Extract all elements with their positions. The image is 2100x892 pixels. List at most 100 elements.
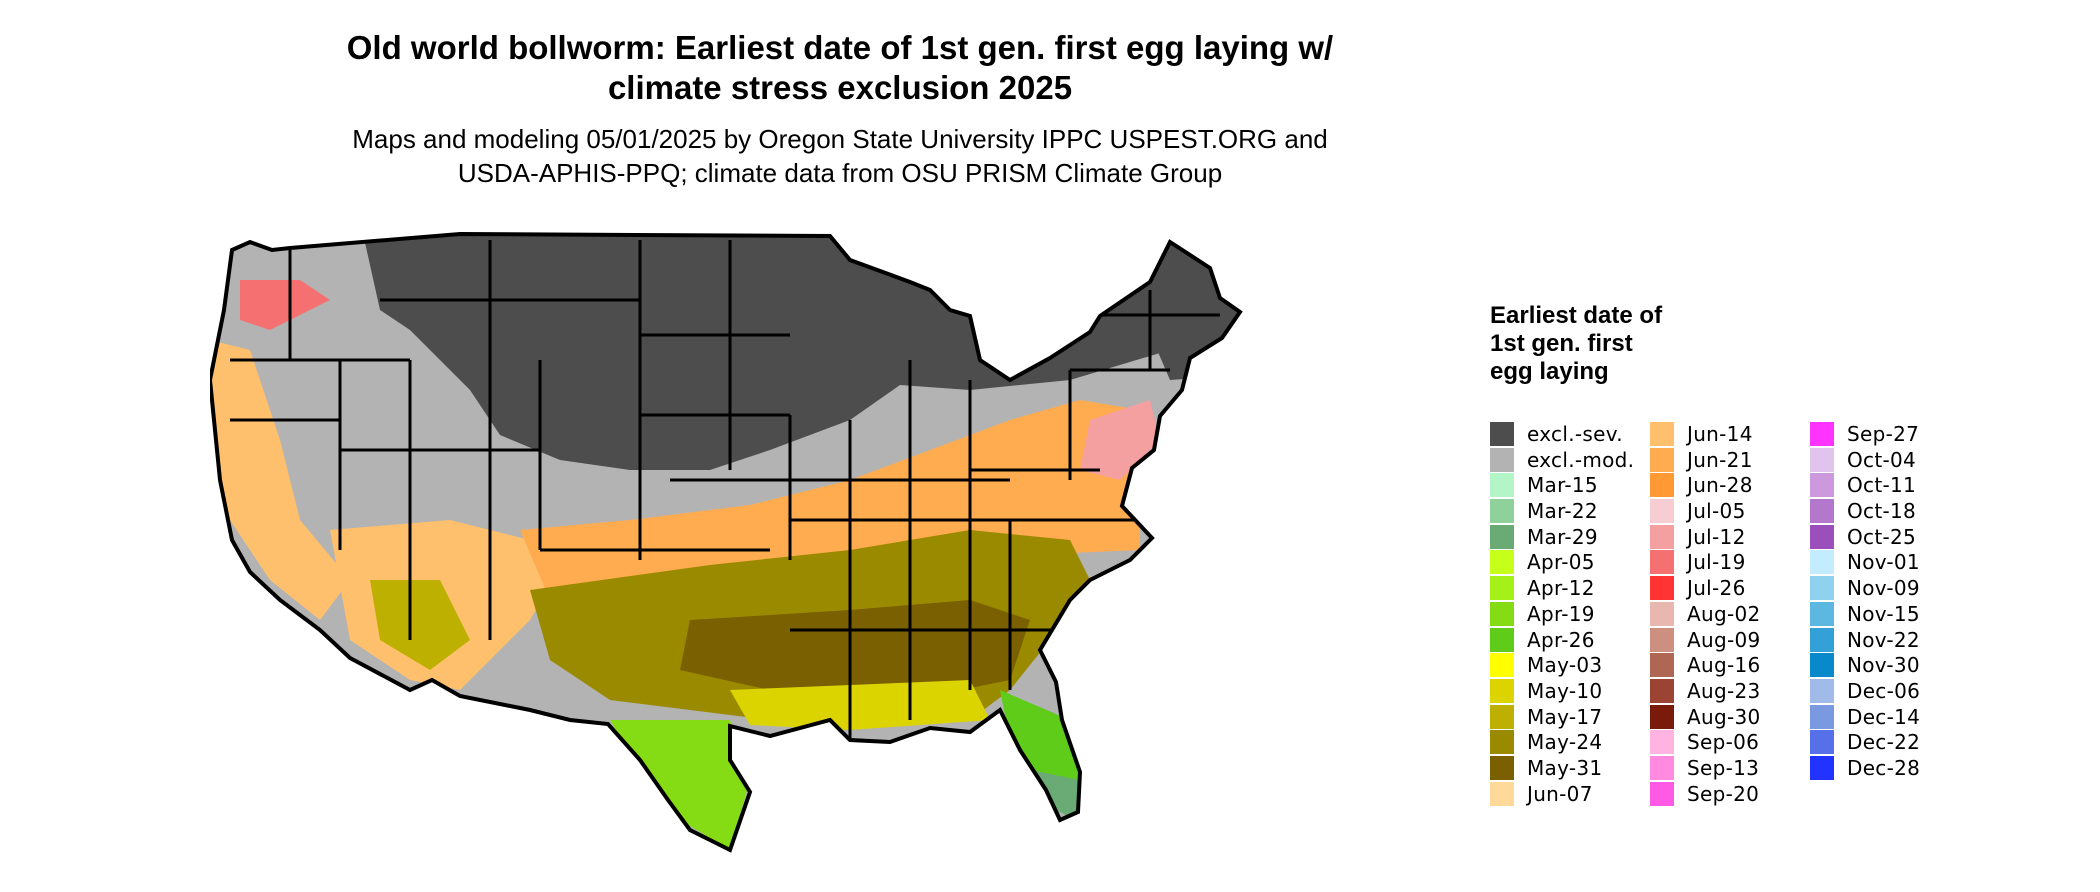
legend-swatch bbox=[1490, 730, 1514, 755]
legend-columns: excl.-sev. excl.-mod. Mar-15 Mar-22 Mar-29 Ap… bbox=[1490, 422, 2050, 822]
zone-arizona bbox=[370, 580, 470, 670]
legend-swatch bbox=[1650, 473, 1674, 498]
legend-item: Jul-05 bbox=[1650, 499, 1830, 525]
legend-label: Aug-09 bbox=[1687, 627, 1761, 652]
legend-swatch bbox=[1490, 601, 1514, 626]
legend-item: Dec-28 bbox=[1810, 755, 1990, 782]
legend-swatch bbox=[1490, 550, 1514, 575]
legend-item: Oct-04 bbox=[1810, 447, 1990, 474]
legend-item: May-31 bbox=[1490, 755, 1670, 782]
legend-swatch bbox=[1650, 422, 1674, 446]
legend-item: Nov-15 bbox=[1810, 601, 1990, 628]
legend-swatch bbox=[1810, 499, 1834, 524]
legend-item: Nov-01 bbox=[1810, 550, 1990, 576]
legend-item: Sep-27 bbox=[1810, 422, 1990, 448]
legend-item: Oct-11 bbox=[1810, 473, 1990, 499]
legend-item: Aug-09 bbox=[1650, 627, 1830, 654]
legend-swatch bbox=[1810, 550, 1834, 575]
legend-item: Nov-22 bbox=[1810, 627, 1990, 654]
legend-swatch bbox=[1810, 601, 1834, 626]
legend-item: May-24 bbox=[1490, 730, 1670, 756]
zone-south-texas bbox=[610, 720, 750, 850]
legend-swatch bbox=[1650, 755, 1674, 780]
chart-subtitle: Maps and modeling 05/01/2025 by Oregon S… bbox=[240, 122, 1440, 190]
legend-item: Dec-22 bbox=[1810, 730, 1990, 756]
legend-item: Nov-09 bbox=[1810, 576, 1990, 602]
subtitle-line-2: USDA-APHIS-PPQ; climate data from OSU PR… bbox=[457, 158, 1223, 188]
legend-label: Jun-07 bbox=[1527, 781, 1593, 806]
legend-label: Aug-23 bbox=[1687, 678, 1761, 703]
subtitle-line-1: Maps and modeling 05/01/2025 by Oregon S… bbox=[352, 124, 1328, 154]
legend-label: Jun-28 bbox=[1687, 473, 1753, 498]
legend-item: Sep-13 bbox=[1650, 755, 1830, 782]
legend-swatch bbox=[1650, 447, 1674, 472]
legend-item: Oct-18 bbox=[1810, 499, 1990, 525]
legend-item: Jun-21 bbox=[1650, 447, 1830, 474]
legend-label: Nov-15 bbox=[1847, 601, 1920, 626]
legend-label: Sep-27 bbox=[1847, 422, 1920, 446]
legend-swatch bbox=[1490, 473, 1514, 498]
legend-label: Dec-14 bbox=[1847, 704, 1921, 729]
legend-item: Dec-06 bbox=[1810, 678, 1990, 705]
legend-swatch bbox=[1810, 627, 1834, 652]
legend-label: Dec-06 bbox=[1847, 678, 1921, 703]
legend-swatch bbox=[1810, 447, 1834, 472]
legend-item: excl.-mod. bbox=[1490, 447, 1670, 474]
legend-label: May-24 bbox=[1527, 730, 1603, 755]
legend-swatch bbox=[1490, 524, 1514, 549]
legend-label: Sep-20 bbox=[1687, 781, 1760, 806]
legend-swatch bbox=[1650, 576, 1674, 601]
legend-item: Sep-20 bbox=[1650, 781, 1830, 808]
legend-swatch bbox=[1490, 678, 1514, 703]
title-line-2: climate stress exclusion 2025 bbox=[607, 69, 1073, 106]
legend-label: Aug-30 bbox=[1687, 704, 1761, 729]
legend-swatch bbox=[1490, 499, 1514, 524]
legend-swatch bbox=[1810, 422, 1834, 446]
legend-swatch bbox=[1650, 550, 1674, 575]
legend-swatch bbox=[1810, 576, 1834, 601]
legend-item: Apr-19 bbox=[1490, 601, 1670, 628]
legend-label: May-31 bbox=[1527, 755, 1603, 780]
zone-excl-sev-northeast bbox=[1140, 280, 1240, 380]
us-map bbox=[210, 220, 1450, 892]
chart-title: Old world bollworm: Earliest date of 1st… bbox=[240, 28, 1440, 108]
legend-item: Dec-14 bbox=[1810, 704, 1990, 731]
legend-item: May-17 bbox=[1490, 704, 1670, 731]
legend-column-2: Jun-14 Jun-21 Jun-28 Jul-05 Jul-12 Jul-19 Jul-… bbox=[1650, 422, 1830, 807]
legend-item: Sep-06 bbox=[1650, 730, 1830, 756]
zone-northwest bbox=[240, 280, 330, 330]
legend-label: Nov-30 bbox=[1847, 653, 1920, 678]
legend-label: Jun-14 bbox=[1687, 422, 1753, 446]
legend-label: Aug-02 bbox=[1687, 601, 1761, 626]
legend-label: Sep-06 bbox=[1687, 730, 1760, 755]
legend-label: Mar-29 bbox=[1527, 524, 1598, 549]
legend-label: May-17 bbox=[1527, 704, 1603, 729]
legend-label: Oct-11 bbox=[1847, 473, 1917, 498]
map-fill bbox=[210, 234, 1240, 850]
legend-item: Aug-02 bbox=[1650, 601, 1830, 628]
legend-label: Nov-22 bbox=[1847, 627, 1920, 652]
legend-column-3: Sep-27 Oct-04 Oct-11 Oct-18 Oct-25 Nov-01 Nov-… bbox=[1810, 422, 1990, 782]
legend-swatch bbox=[1490, 704, 1514, 729]
legend-label: Oct-04 bbox=[1847, 447, 1917, 472]
legend-item: Apr-12 bbox=[1490, 576, 1670, 602]
legend-swatch bbox=[1490, 781, 1514, 806]
zone-gulf-core bbox=[680, 600, 1030, 700]
legend-item: Jul-12 bbox=[1650, 524, 1830, 551]
legend-swatch bbox=[1650, 704, 1674, 729]
legend-label: excl.-mod. bbox=[1527, 447, 1635, 472]
legend-label: Jul-12 bbox=[1687, 524, 1746, 549]
legend-item: Apr-26 bbox=[1490, 627, 1670, 654]
legend-item: Aug-30 bbox=[1650, 704, 1830, 731]
legend-label: Dec-28 bbox=[1847, 755, 1921, 780]
legend-label: Jul-26 bbox=[1687, 576, 1746, 601]
legend-column-1: excl.-sev. excl.-mod. Mar-15 Mar-22 Mar-29 Ap… bbox=[1490, 422, 1670, 807]
legend-label: Apr-26 bbox=[1527, 627, 1595, 652]
legend-item: Mar-15 bbox=[1490, 473, 1670, 499]
legend-label: Sep-13 bbox=[1687, 755, 1760, 780]
legend-swatch bbox=[1810, 704, 1834, 729]
legend-item: Nov-30 bbox=[1810, 653, 1990, 679]
legend-item: Jun-07 bbox=[1490, 781, 1670, 808]
legend-label: Mar-15 bbox=[1527, 473, 1598, 498]
zone-gulf-coast bbox=[730, 680, 990, 730]
